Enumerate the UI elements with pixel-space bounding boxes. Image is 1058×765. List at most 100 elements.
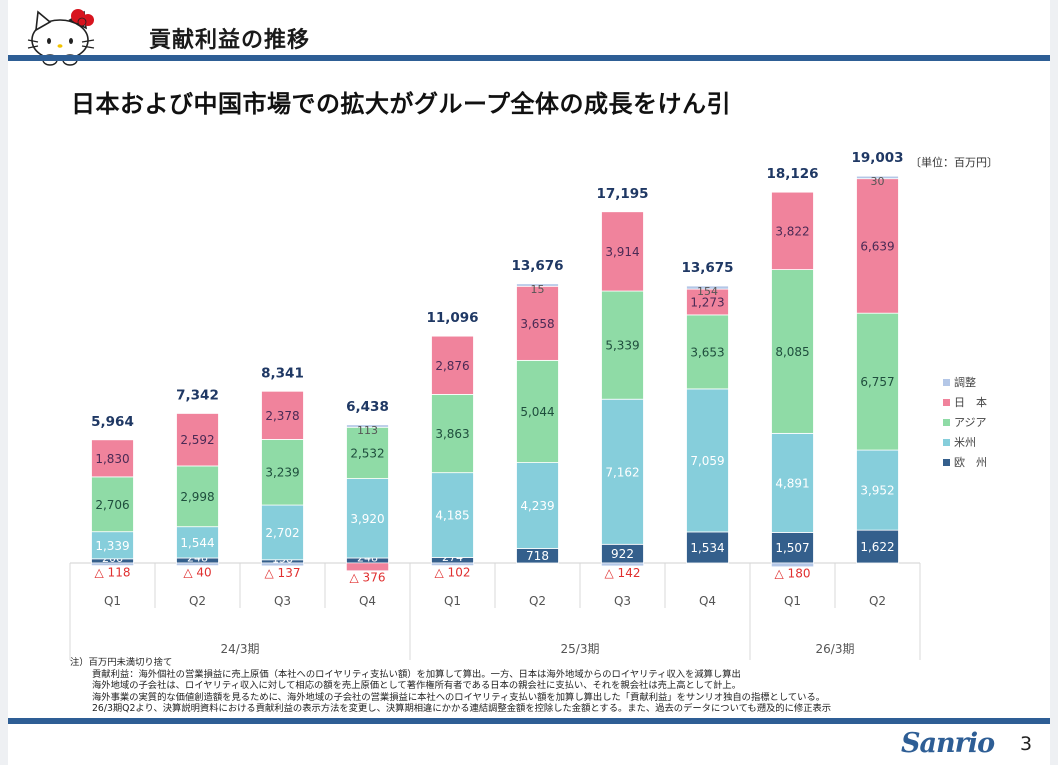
bar-segment-adjust [261,562,304,567]
total-label: 18,126 [766,166,818,182]
bar-segment-japan [346,562,389,571]
x-tick-label: Q2 [529,594,546,608]
bar-segment-adjust [91,562,134,566]
bar-segment-adjust [686,285,729,290]
x-tick-label: Q3 [614,594,631,608]
bar-segment-americas [771,432,814,533]
period-label: 24/3期 [221,642,260,656]
bar-segment-asia [176,465,219,528]
x-tick-label: Q4 [359,594,376,608]
legend-swatch [943,458,950,466]
segment-label-asia: 8,085 [775,345,809,359]
legend-label: アジア [954,416,987,429]
footnotes: 注）百万円未満切り捨て 貢献利益：海外個社の営業損益に売上原価（本社へのロイヤリ… [70,657,831,715]
bar-segment-adjust [771,562,814,567]
total-label: 13,676 [511,258,563,274]
footer-bar [8,718,1050,724]
segment-label-americas: 2,702 [265,526,299,540]
total-label: 5,964 [91,414,134,430]
bar-segment-asia [771,269,814,434]
bar-segment-japan [261,390,304,440]
note-line: 26/3期Q2より、決算説明資料における貢献利益の表示方法を変更し、決算期相違に… [92,703,832,714]
legend-label: 調整 [954,376,976,389]
segment-label-europe: 718 [526,549,549,563]
bar-segment-japan [601,211,644,292]
legend-item: 調整 [943,372,987,392]
legend-label: 米州 [954,436,976,449]
unit-label: 〔単位：百万円〕 [910,156,998,169]
x-tick-label: Q1 [104,594,121,608]
x-tick-label: Q3 [274,594,291,608]
segment-label-adjust: 15 [531,283,545,296]
segment-label-europe: 1,507 [775,541,809,555]
segment-label-asia: 5,339 [605,339,639,353]
legend-swatch [943,418,950,426]
slide: 貢献利益の推移 日本および中国市場での拡大がグループ全体の成長をけん引 〔単位：… [8,0,1050,765]
segment-label-americas: 3,920 [350,512,384,526]
segment-label-americas: 3,952 [860,484,894,498]
segment-label-japan: 1,830 [95,452,129,466]
segment-label-americas: 4,239 [520,499,554,513]
segment-label-japan: 6,639 [860,239,894,253]
bar-segment-europe [856,529,899,564]
bar-segment-asia [346,426,389,479]
bar-segment-asia [601,290,644,400]
sanrio-logo: Sanrio [901,728,995,759]
legend-item: アジア [943,412,987,432]
legend-item: 日 本 [943,392,987,412]
negative-label-adjust: △ 40 [183,566,211,580]
segment-label-europe: 922 [611,547,634,561]
bar-segment-asia [261,439,304,506]
segment-label-americas: 7,059 [690,454,724,468]
segment-label-japan: 3,658 [520,317,554,331]
segment-label-japan: 2,876 [435,359,469,373]
page-subtitle: 日本および中国市場での拡大がグループ全体の成長をけん引 [71,90,732,118]
segment-label-americas: 7,162 [605,465,639,479]
segment-label-japan: 1,273 [690,296,724,310]
note-line: 貢献利益：海外個社の営業損益に売上原価（本社へのロイヤリティ支払い額）を加算して… [92,668,741,680]
bar-segment-asia [686,314,729,390]
bar-segment-americas [261,504,304,561]
legend-label: 欧 州 [954,456,987,469]
bar-segment-japan [771,191,814,270]
legend-item: 欧 州 [943,452,987,472]
segment-label-asia: 3,653 [690,345,724,359]
bar-segment-asia [431,393,474,474]
segment-label-asia: 2,532 [350,446,384,460]
header-bar [8,55,1050,61]
legend-item: 米州 [943,432,987,452]
bar-segment-europe [686,531,729,564]
bar-segment-americas [856,449,899,531]
segment-label-adjust: 113 [357,424,378,437]
note-line: 注）百万円未満切り捨て [70,657,173,668]
header-title: 貢献利益の推移 [149,28,311,53]
bar-segment-japan [176,413,219,467]
x-tick-label: Q2 [869,594,886,608]
segment-label-adjust: 154 [697,285,718,298]
segment-label-asia: 6,757 [860,375,894,389]
x-tick-label: Q4 [699,594,716,608]
total-label: 11,096 [426,310,478,326]
segment-label-americas: 1,544 [180,536,214,550]
bar-segment-asia [516,359,559,463]
segment-label-americas: 4,185 [435,509,469,523]
legend-swatch [943,438,950,446]
period-label: 25/3期 [561,642,600,656]
bar-segment-adjust [346,424,389,428]
segment-label-asia: 3,239 [265,466,299,480]
period-label: 26/3期 [816,642,855,656]
segment-label-japan: 2,378 [265,409,299,423]
segment-label-americas: 4,891 [775,476,809,490]
bar-segment-japan [91,439,134,478]
segment-label-asia: 3,863 [435,427,469,441]
legend-swatch [943,398,950,406]
segment-label-europe: 1,622 [860,540,894,554]
segment-label-asia: 5,044 [520,405,554,419]
total-label: 8,341 [261,365,304,381]
x-tick-label: Q1 [784,594,801,608]
total-label: 6,438 [346,399,389,415]
note-line: 海外地域の子会社は、ロイヤリティ収入に対して相応の額を売上原価として著作権所有者… [92,680,742,691]
note-line: 海外事業の実質的な価値創造額を見るために、海外地域の子会社の営業損益に本社へのロ… [92,691,826,703]
segment-label-adjust: 30 [871,175,885,188]
negative-label-adjust: △ 118 [95,566,131,580]
